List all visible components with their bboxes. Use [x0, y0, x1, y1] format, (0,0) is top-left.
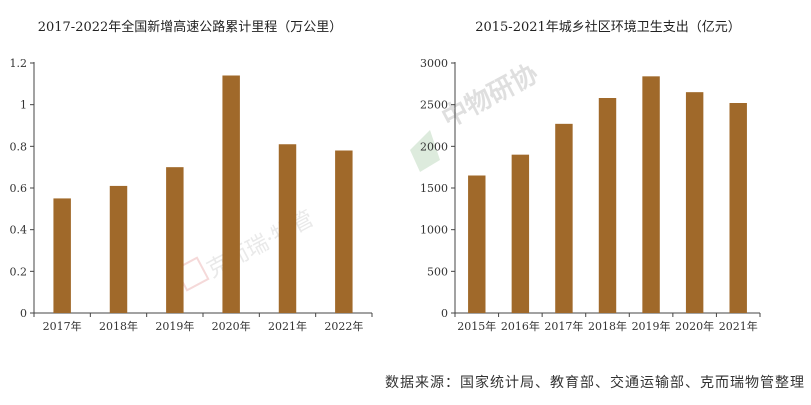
bar-2016年: [511, 154, 530, 313]
x-tick-label: 2019年: [632, 319, 671, 333]
x-tick-label: 2018年: [588, 319, 627, 333]
bar-2020年: [685, 92, 704, 314]
watermark-logo-mark: [410, 130, 440, 172]
bar-2018年: [109, 185, 128, 313]
bar-2019年: [166, 167, 184, 313]
chart-title: 2017-2022年全国新增高速公路累计里程（万公里）: [38, 19, 343, 35]
x-tick-label: 2021年: [719, 319, 758, 333]
chart-title: 2015-2021年城乡社区环境卫生支出（亿元）: [475, 19, 741, 35]
y-tick-label: 0.4: [10, 224, 28, 237]
bar-2017年: [555, 123, 573, 313]
bar-2022年: [335, 150, 353, 313]
y-tick-labels: 0 500 1000 1500 2000 2500 3000: [420, 57, 455, 320]
bar-2017年: [53, 198, 71, 313]
y-tick-label: 0: [441, 307, 448, 320]
y-tick-label: 2500: [420, 99, 448, 112]
x-tick-label: 2019年: [155, 319, 194, 333]
watermark-text: 克而瑞·物管: [203, 206, 318, 283]
bar-2015年: [468, 175, 486, 313]
y-tick-label: 0.2: [10, 265, 28, 278]
y-tick-label: 1: [20, 99, 27, 112]
x-tick-label: 2021年: [268, 319, 307, 333]
y-tick-label: 0.6: [10, 182, 28, 195]
y-tick-label: 3000: [420, 57, 448, 70]
x-tick-label: 2020年: [675, 319, 714, 333]
y-tick-labels: 0 0.2 0.4 0.6 0.8 1 1.2: [10, 57, 34, 320]
bar-2020年: [222, 75, 240, 313]
bar-2021年: [729, 103, 747, 313]
y-tick-label: 2000: [420, 140, 448, 153]
x-tick-label: 2017年: [43, 319, 82, 333]
x-tick-label: 2016年: [501, 319, 540, 333]
x-tick-label: 2022年: [324, 319, 363, 333]
bar-2021年: [278, 144, 297, 313]
x-tick-labels: 2017年 2018年 2019年 2020年 2021年 2022年: [33, 313, 373, 333]
sanitation-spending-chart: 2015-2021年城乡社区环境卫生支出（亿元） 中物研协 0 500 1000 15…: [410, 19, 761, 333]
watermark-logo: 克而瑞·物管: [174, 206, 318, 292]
bars: [53, 75, 353, 313]
x-tick-label: 2017年: [544, 319, 583, 333]
y-tick-label: 500: [427, 265, 448, 278]
bar-2018年: [598, 98, 617, 313]
y-tick-label: 1000: [420, 224, 448, 237]
y-tick-label: 0: [20, 307, 27, 320]
x-tick-label: 2015年: [457, 319, 496, 333]
data-source-note: 数据来源：国家统计局、教育部、交通运输部、克而瑞物管整理: [385, 375, 805, 391]
x-tick-labels: 2015年 2016年 2017年 2018年 2019年 2020年 2021年: [454, 313, 761, 333]
y-tick-label: 1.2: [10, 57, 28, 70]
bars: [468, 76, 747, 314]
y-tick-label: 1500: [420, 182, 448, 195]
watermark-text: 中物研协: [437, 59, 543, 134]
y-tick-label: 0.8: [10, 140, 28, 153]
bar-2019年: [642, 76, 660, 313]
x-tick-label: 2018年: [99, 319, 138, 333]
highway-mileage-chart: 2017-2022年全国新增高速公路累计里程（万公里） 克而瑞·物管 00.20…: [10, 19, 373, 333]
x-tick-label: 2020年: [212, 319, 251, 333]
